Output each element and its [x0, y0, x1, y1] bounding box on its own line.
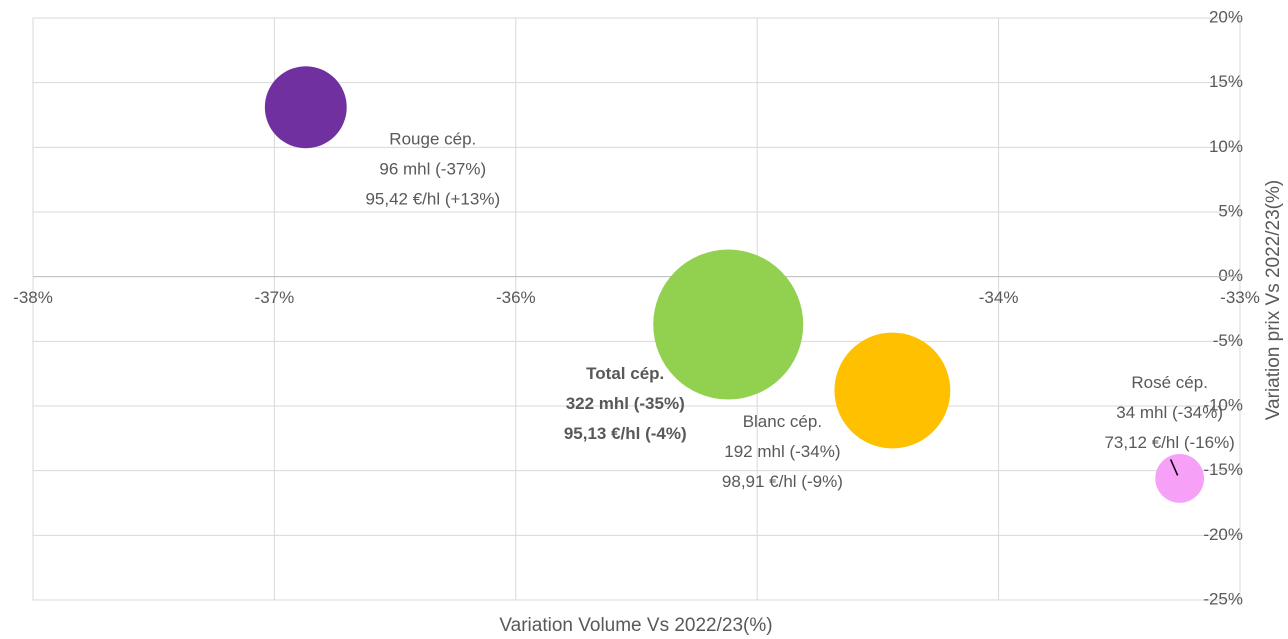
y-axis-title: Variation prix Vs 2022/23(%): [1263, 180, 1284, 420]
x-tick-label: -38%: [13, 288, 53, 307]
bubble-label-line: 98,91 €/hl (-9%): [722, 472, 843, 491]
bubble-label-line: 96 mhl (-37%): [379, 160, 486, 179]
bubble-label-name: Blanc cép.: [743, 412, 822, 431]
x-axis-title: Variation Volume Vs 2022/23(%): [499, 615, 772, 636]
bubble-label-line: 95,13 €/hl (-4%): [564, 424, 687, 443]
bubble-label-line: 34 mhl (-34%): [1116, 403, 1223, 422]
y-tick-label: -25%: [1203, 589, 1243, 608]
bubble-label-name: Rosé cép.: [1131, 373, 1208, 392]
bubble-label-line: 73,12 €/hl (-16%): [1104, 433, 1234, 452]
bubble-label-line: 192 mhl (-34%): [724, 442, 840, 461]
y-tick-label: 15%: [1209, 72, 1243, 91]
y-tick-label: -5%: [1213, 331, 1243, 350]
y-tick-label: -15%: [1203, 460, 1243, 479]
y-tick-label: 5%: [1218, 201, 1243, 220]
bubble-label-line: 95,42 €/hl (+13%): [365, 190, 500, 209]
y-tick-label: 10%: [1209, 137, 1243, 156]
x-tick-label: -37%: [255, 288, 295, 307]
leader-line: [1169, 459, 1179, 476]
y-tick-label: 20%: [1209, 7, 1243, 26]
y-tick-label: -10%: [1203, 395, 1243, 414]
y-tick-label: 0%: [1218, 266, 1243, 285]
x-tick-label: -36%: [496, 288, 536, 307]
bubble-label-name: Total cép.: [586, 364, 664, 383]
bubble: [653, 249, 804, 400]
x-tick-label: -34%: [979, 288, 1019, 307]
bubble-label-name: Rouge cép.: [389, 130, 476, 149]
bubble-label-line: 322 mhl (-35%): [566, 394, 685, 413]
bubble: [264, 66, 347, 149]
bubble: [834, 332, 951, 449]
bubble: [1155, 454, 1205, 503]
y-tick-label: -20%: [1203, 525, 1243, 544]
x-tick-label: -33%: [1220, 288, 1260, 307]
